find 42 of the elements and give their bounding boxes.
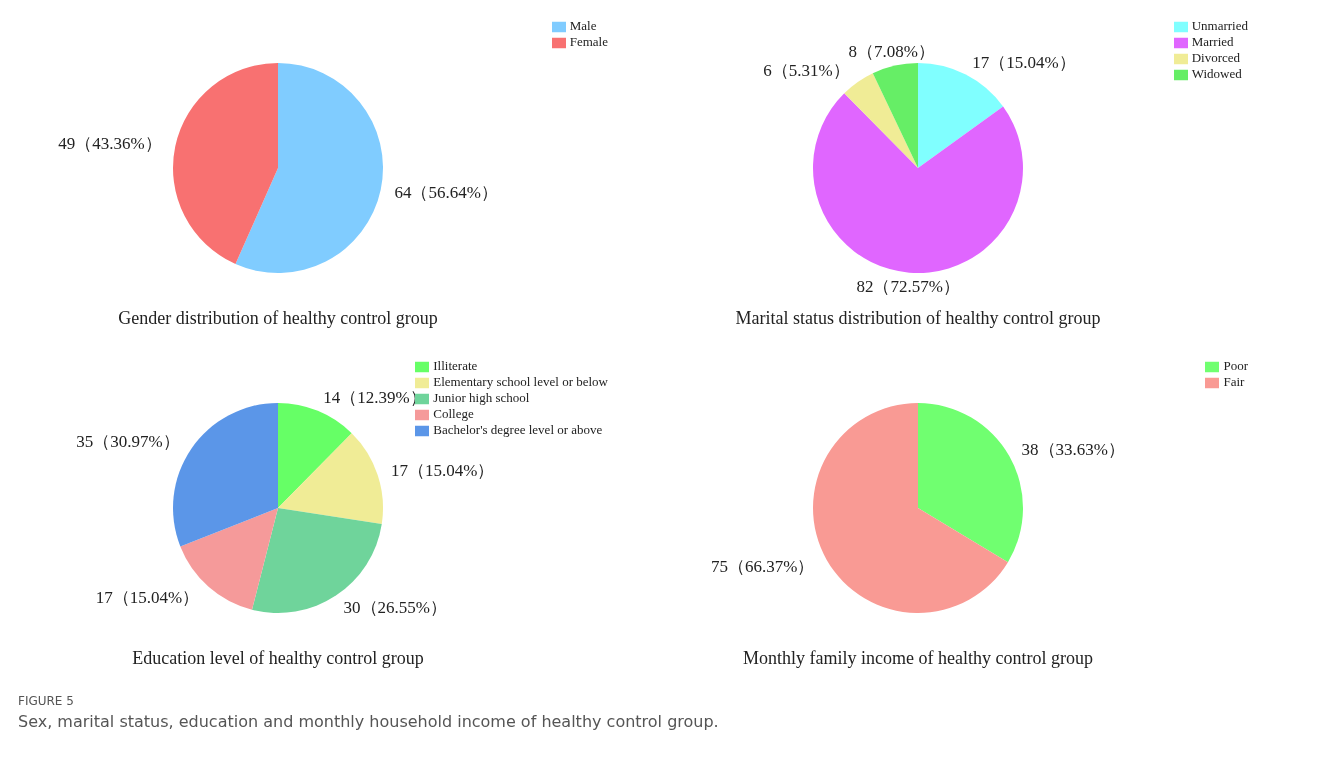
legend-label: College bbox=[433, 406, 474, 422]
legend-label: Female bbox=[569, 34, 608, 50]
legend-label: Junior high school bbox=[433, 390, 530, 406]
pie-slice bbox=[918, 403, 1023, 563]
pie-slice bbox=[278, 433, 383, 524]
data-label: 17（15.04%） bbox=[390, 461, 495, 481]
data-label: 38（33.63%） bbox=[1021, 439, 1126, 459]
data-label: 17（15.04%） bbox=[972, 52, 1076, 72]
pie-slice bbox=[180, 508, 278, 610]
legend-label: Married bbox=[1191, 34, 1234, 50]
caption: FIGURE 5 bbox=[18, 694, 75, 708]
legend-label: Poor bbox=[1223, 358, 1248, 373]
text: Monthly family income of healthy control group bbox=[742, 648, 1094, 669]
data-label: 64（56.64%） bbox=[394, 183, 498, 203]
data-label: 6（5.31%） bbox=[763, 61, 850, 81]
data-label: 35（30.97%） bbox=[76, 431, 180, 451]
legend-label: Elementary school level or below bbox=[433, 374, 608, 390]
legend-label: Widowed bbox=[1191, 66, 1242, 82]
text: Gender distribution of healthy control group bbox=[117, 308, 439, 329]
text: Education level of healthy control group bbox=[131, 648, 425, 669]
legend-label: Illiterate bbox=[433, 358, 478, 373]
text: Sex, marital status, education and monthly household income of healthy control group. bbox=[18, 712, 720, 731]
data-label: 49（43.36%） bbox=[58, 133, 162, 153]
pie-slice bbox=[173, 403, 278, 547]
pie-slice bbox=[872, 63, 918, 168]
pie-slice bbox=[813, 403, 1008, 613]
pie-slice bbox=[173, 63, 278, 264]
legend-label: Unmarried bbox=[1191, 18, 1248, 33]
legend-label: Bachelor's degree level or above bbox=[433, 422, 603, 438]
data-label: 8（7.08%） bbox=[848, 42, 935, 62]
data-label: 82（72.57%） bbox=[856, 277, 960, 297]
pie-slice bbox=[278, 403, 352, 508]
data-label: 75（66.37%） bbox=[710, 557, 815, 577]
legend-label: Fair bbox=[1223, 374, 1245, 390]
text: Marital status distribution of healthy control group bbox=[734, 308, 1102, 329]
data-label: 30（26.55%） bbox=[343, 597, 448, 617]
pie-slice bbox=[844, 73, 918, 168]
data-label: 17（15.04%） bbox=[95, 587, 200, 607]
legend-label: Divorced bbox=[1191, 50, 1241, 66]
legend-label: Male bbox=[569, 18, 597, 33]
pie-slice bbox=[235, 63, 383, 273]
pie-slice bbox=[813, 93, 1023, 273]
